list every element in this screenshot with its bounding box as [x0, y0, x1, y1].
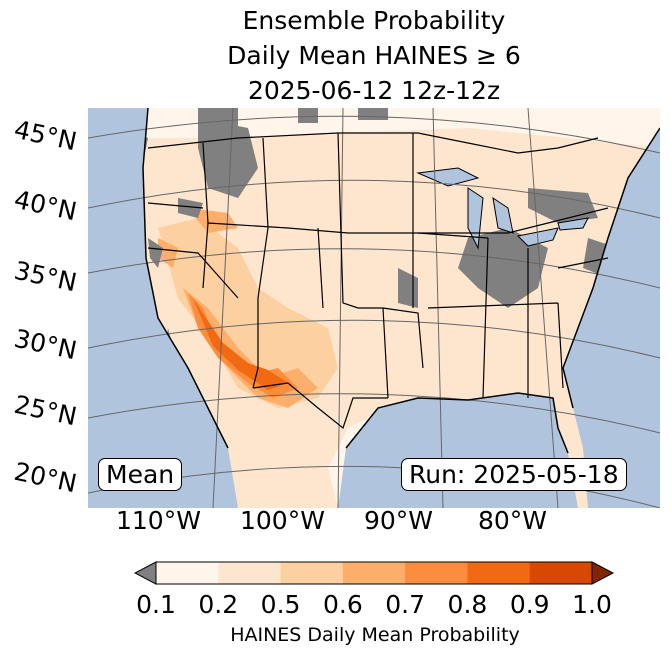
lat-label-45: 45°N [11, 114, 80, 157]
colorbar-under-arrow [134, 561, 157, 585]
colorbar-tick-label: 1.0 [572, 590, 612, 619]
lon-label-100w: 100°W [240, 506, 325, 535]
colorbar-tick-label: 0.9 [509, 590, 550, 619]
colorbar-over-arrow [591, 561, 615, 585]
coastline [142, 108, 660, 454]
colorbar [134, 561, 615, 585]
colorbar-tick-label: 0.7 [385, 590, 426, 619]
colorbar-tick-label: 0.5 [260, 590, 301, 619]
colorbar-tick-label: 0.6 [322, 590, 363, 619]
colorbar-tick-label: 0.1 [136, 590, 176, 619]
colorbar-segment [467, 562, 531, 584]
lat-label-25: 25°N [11, 389, 80, 432]
lat-label-30: 30°N [11, 323, 80, 366]
lon-label-90w: 90°W [364, 506, 434, 535]
colorbar-tick-label: 0.2 [198, 590, 239, 619]
high-probability-areas [158, 208, 338, 408]
pacific-ocean [88, 108, 238, 508]
colorbar-segment [342, 562, 406, 584]
colorbar-segment [156, 562, 219, 584]
lon-label-110w: 110°W [116, 506, 201, 535]
lon-label-80w: 80°W [478, 506, 548, 535]
title-line-1: Ensemble Probability [242, 6, 506, 35]
statistic-label-box: Mean [98, 458, 183, 491]
title-line-3: 2025-06-12 12z-12z [247, 76, 501, 105]
lat-label-35: 35°N [11, 255, 80, 298]
atlantic-ocean [563, 128, 660, 508]
colorbar-segment [405, 562, 468, 584]
title-line-2: Daily Mean HAINES ≥ 6 [227, 41, 521, 70]
great-lakes [416, 167, 589, 250]
colorbar-segment [218, 562, 282, 584]
lat-label-40: 40°N [11, 184, 80, 227]
colorbar-segment [280, 562, 344, 584]
colorbar-tick-label: 0.8 [447, 590, 488, 619]
state-borders [147, 132, 609, 430]
colorbar-segment [529, 562, 593, 584]
run-date-box: Run: 2025-05-18 [401, 458, 627, 491]
lat-label-20: 20°N [11, 456, 80, 499]
colorbar-label: HAINES Daily Mean Probability [230, 624, 520, 646]
map [88, 108, 660, 508]
